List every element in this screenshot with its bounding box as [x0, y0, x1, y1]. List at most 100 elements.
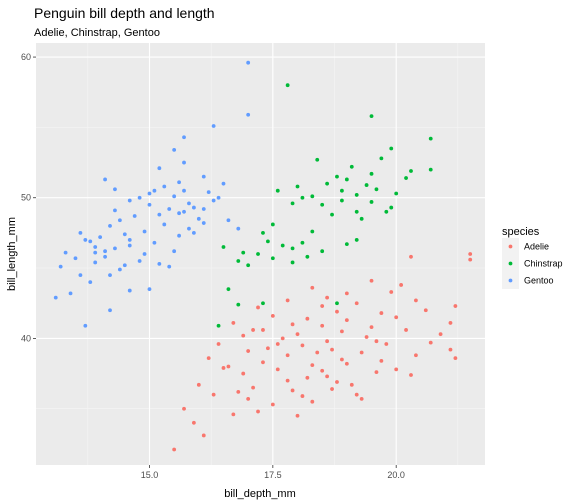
grid-layer: [36, 43, 485, 465]
x-axis-title: bill_depth_mm: [224, 488, 296, 500]
data-point-chinstrap: [389, 146, 394, 151]
data-point-adelie: [256, 305, 260, 310]
data-point-chinstrap: [349, 164, 354, 169]
data-point-gentoo: [216, 195, 221, 200]
data-point-chinstrap: [221, 245, 226, 249]
data-point-adelie: [448, 321, 453, 325]
data-point-adelie: [325, 339, 330, 344]
data-point-chinstrap: [261, 301, 265, 306]
data-point-chinstrap: [290, 260, 295, 265]
data-point-adelie: [330, 347, 334, 352]
data-point-chinstrap: [216, 323, 221, 328]
legend-label-chinstrap: Chinstrap: [524, 259, 563, 269]
data-point-adelie: [369, 278, 374, 283]
data-point-adelie: [201, 433, 206, 438]
data-point-gentoo: [122, 263, 127, 268]
data-point-adelie: [310, 399, 315, 404]
data-point-adelie: [379, 359, 384, 363]
data-point-gentoo: [157, 212, 162, 217]
data-point-gentoo: [113, 246, 117, 251]
data-point-gentoo: [127, 238, 132, 242]
data-point-adelie: [231, 412, 236, 417]
data-point-gentoo: [221, 181, 226, 186]
data-point-chinstrap: [325, 181, 330, 186]
data-point-gentoo: [152, 240, 157, 245]
data-point-adelie: [270, 313, 275, 318]
data-point-gentoo: [167, 207, 172, 211]
data-point-gentoo: [162, 222, 167, 227]
data-point-adelie: [340, 329, 344, 334]
data-point-gentoo: [137, 259, 142, 263]
legend: species Adelie Chinstrap Gentoo: [502, 226, 563, 289]
data-point-gentoo: [157, 166, 162, 171]
data-point-adelie: [246, 349, 251, 353]
data-point-gentoo: [177, 233, 181, 238]
data-point-chinstrap: [270, 222, 275, 227]
data-point-gentoo: [98, 235, 103, 240]
x-tick-label: 17.5: [264, 470, 282, 480]
data-point-chinstrap: [320, 202, 325, 207]
data-point-adelie: [256, 409, 260, 414]
data-point-adelie: [414, 353, 418, 358]
data-point-adelie: [344, 318, 349, 323]
data-point-gentoo: [93, 245, 98, 249]
data-point-adelie: [251, 385, 256, 390]
data-point-adelie: [428, 340, 433, 345]
data-point-chinstrap: [428, 136, 433, 141]
legend-marker-adelie: [508, 244, 513, 249]
data-point-gentoo: [172, 148, 177, 152]
data-point-adelie: [453, 304, 458, 308]
data-point-chinstrap: [369, 171, 374, 176]
data-point-gentoo: [103, 254, 107, 259]
data-point-adelie: [384, 342, 389, 346]
x-tick-label: 15.0: [141, 470, 159, 480]
data-point-gentoo: [83, 238, 88, 242]
data-point-adelie: [468, 257, 473, 262]
data-point-gentoo: [58, 264, 63, 269]
data-point-adelie: [191, 420, 196, 425]
chart-title: Penguin bill depth and length: [34, 5, 215, 21]
data-point-gentoo: [246, 112, 251, 117]
x-tick-label: 20.0: [387, 470, 405, 480]
data-point-chinstrap: [359, 216, 364, 221]
legend-label-adelie: Adelie: [524, 242, 549, 252]
data-point-adelie: [305, 375, 310, 380]
data-point-chinstrap: [275, 188, 280, 193]
data-point-chinstrap: [428, 167, 433, 172]
data-point-adelie: [231, 321, 236, 325]
data-point-gentoo: [73, 256, 78, 261]
data-point-gentoo: [83, 323, 88, 328]
data-point-adelie: [468, 252, 473, 256]
data-point-adelie: [251, 328, 256, 332]
data-point-gentoo: [63, 250, 68, 255]
data-point-gentoo: [68, 291, 73, 296]
data-point-gentoo: [201, 221, 206, 225]
data-point-adelie: [241, 333, 246, 338]
data-point-gentoo: [108, 273, 112, 277]
data-point-chinstrap: [374, 187, 379, 192]
points-layer: [53, 60, 473, 452]
data-point-gentoo: [147, 191, 152, 196]
y-tick-label: 50: [21, 193, 31, 203]
data-point-chinstrap: [256, 252, 260, 256]
data-point-chinstrap: [354, 238, 359, 242]
axes-layer: 15.0 17.5 20.0 40 50 60: [21, 52, 405, 480]
data-point-chinstrap: [226, 287, 231, 292]
data-point-adelie: [409, 254, 413, 259]
data-point-gentoo: [246, 60, 251, 65]
data-point-adelie: [221, 366, 226, 370]
data-point-gentoo: [187, 226, 191, 231]
data-point-gentoo: [132, 214, 137, 218]
data-point-chinstrap: [354, 193, 359, 197]
data-point-gentoo: [167, 264, 172, 269]
data-point-adelie: [335, 309, 339, 314]
data-point-adelie: [409, 373, 413, 377]
data-point-gentoo: [147, 287, 152, 292]
data-point-adelie: [300, 394, 305, 398]
data-point-adelie: [211, 392, 216, 397]
data-point-adelie: [359, 396, 364, 401]
data-point-chinstrap: [320, 249, 325, 254]
data-point-adelie: [295, 413, 300, 418]
data-point-gentoo: [172, 249, 177, 254]
